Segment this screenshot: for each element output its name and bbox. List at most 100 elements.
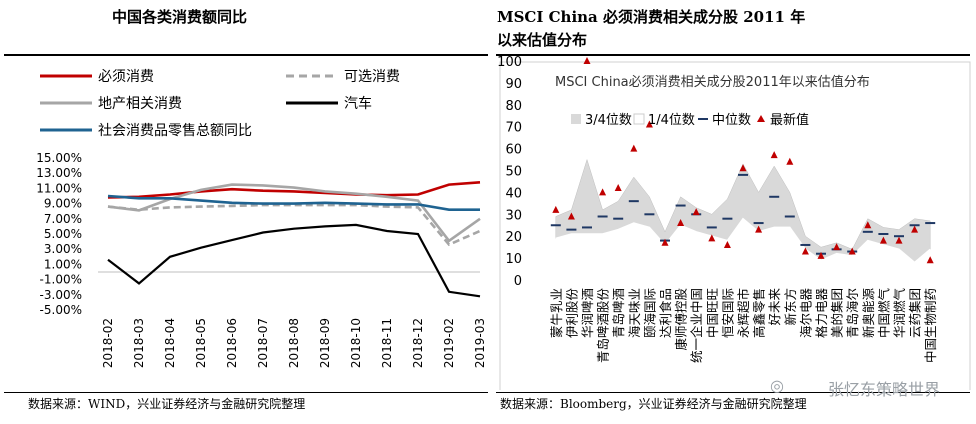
- plot-frame: [499, 61, 971, 390]
- chart-inner-title: MSCI China必须消费相关成分股2011年以来估值分布: [555, 74, 870, 90]
- category-label-22: 华润燃气: [892, 288, 907, 339]
- left-source-note: 数据来源：WIND，兴业证券经济与金融研究院整理: [28, 397, 306, 411]
- category-label-10: 中国旺旺: [705, 288, 720, 338]
- legend-label-2: 地产相关消费: [98, 96, 182, 112]
- latest-value-mark-14: [770, 151, 778, 159]
- right-chart-title-line2: 以来估值分布: [497, 31, 588, 49]
- category-label-23: 云药集团: [908, 288, 923, 338]
- x-tick-label-4: 2018-06: [225, 318, 239, 368]
- latest-value-mark-4: [614, 184, 622, 192]
- category-label-18: 美的集团: [830, 288, 845, 338]
- x-tick-label-12: 2019-03: [473, 318, 487, 368]
- x-tick-label-10: 2018-12: [411, 318, 425, 368]
- y-tick-label-7: 70: [505, 121, 522, 136]
- left-top-rule: [4, 54, 488, 56]
- y-tick-label-6: 60: [505, 143, 522, 158]
- latest-value-mark-13: [755, 225, 763, 233]
- latest-value-mark-9: [692, 208, 700, 216]
- latest-value-mark-6: [645, 120, 653, 128]
- x-tick-label-9: 2018-11: [380, 318, 394, 368]
- category-label-8: 康师傅控股: [674, 288, 689, 351]
- y-tick-label-6: 3.00%: [44, 242, 82, 256]
- y-tick-label-3: 9.00%: [44, 197, 82, 211]
- legend-label-0: 必须消费: [98, 69, 154, 85]
- category-label-5: 海天味业: [627, 288, 642, 338]
- latest-value-mark-3: [599, 188, 607, 196]
- latest-value-mark-1: [567, 212, 575, 220]
- right-bottom-rule: [496, 392, 970, 393]
- y-tick-label-2: 20: [505, 230, 522, 245]
- latest-value-mark-12: [739, 164, 747, 172]
- x-tick-label-2: 2018-04: [163, 318, 177, 368]
- category-label-6: 颐海国际: [642, 288, 657, 338]
- y-tick-label-1: 13.00%: [36, 166, 82, 180]
- latest-value-mark-20: [864, 221, 872, 229]
- legend-swatch-0: [571, 114, 581, 124]
- category-label-15: 新东方: [783, 288, 798, 326]
- legend-label-3: 汽车: [344, 95, 372, 112]
- category-label-24: 中国生物制药: [923, 288, 938, 363]
- category-label-1: 伊利股份: [564, 288, 579, 339]
- y-tick-label-9: -3.00%: [40, 288, 82, 302]
- watermark: 张忆东策略世界: [827, 380, 940, 399]
- category-label-7: 达利食品: [658, 288, 673, 338]
- latest-value-mark-7: [661, 238, 669, 246]
- legend-label-3: 最新值: [770, 112, 809, 128]
- series-line-1: [107, 203, 481, 247]
- latest-value-mark-21: [879, 236, 887, 244]
- category-label-11: 恒安国际: [720, 288, 735, 338]
- latest-value-mark-16: [801, 247, 809, 255]
- y-tick-label-5: 50: [505, 165, 522, 180]
- legend-label-4: 社会消费品零售总额同比: [98, 123, 252, 139]
- latest-value-mark-17: [817, 251, 825, 259]
- category-label-14: 好未来: [767, 288, 782, 326]
- latest-value-mark-11: [723, 240, 731, 248]
- y-tick-label-7: 1.00%: [44, 257, 82, 271]
- category-label-16: 海尔电器: [798, 288, 813, 339]
- y-tick-label-1: 10: [505, 252, 522, 267]
- x-tick-label-5: 2018-07: [256, 318, 270, 368]
- latest-value-mark-18: [833, 243, 841, 251]
- right-top-rule: [496, 54, 970, 56]
- right-source-note: 数据来源：Bloomberg，兴业证券经济与金融研究院整理: [500, 397, 807, 411]
- x-tick-label-7: 2018-09: [318, 318, 332, 368]
- x-tick-label-3: 2018-05: [194, 318, 208, 368]
- series-line-3: [107, 223, 481, 298]
- latest-value-mark-2: [583, 57, 591, 64]
- left-bottom-rule: [4, 392, 488, 393]
- legend-label-1: 可选消费: [344, 69, 400, 85]
- y-tick-label-0: 0: [514, 274, 522, 289]
- legend-swatch-1: [633, 113, 645, 125]
- latest-value-mark-23: [911, 225, 919, 233]
- legend-label-1: 1/4位数: [648, 113, 695, 128]
- x-tick-label-8: 2018-10: [349, 318, 363, 368]
- latest-value-mark-8: [677, 219, 685, 227]
- q1-boundary: [555, 217, 931, 264]
- category-label-17: 格力电器: [814, 288, 829, 339]
- y-tick-label-2: 11.00%: [36, 181, 82, 195]
- y-tick-label-4: 7.00%: [44, 212, 82, 226]
- category-label-12: 永辉超市: [736, 288, 751, 338]
- right-chart-title: MSCI China 必须消费相关成分股 2011 年: [497, 8, 806, 26]
- y-tick-label-9: 90: [505, 77, 522, 92]
- legend-swatch-3: [757, 115, 765, 122]
- latest-value-mark-5: [630, 144, 638, 152]
- y-tick-label-8: -1.00%: [40, 273, 82, 287]
- wechat-icon: ◎: [770, 376, 784, 395]
- category-label-19: 青岛海尔: [845, 288, 860, 338]
- y-tick-label-0: 15.00%: [36, 151, 82, 165]
- latest-value-mark-0: [552, 205, 560, 213]
- category-label-0: 蒙牛乳业: [549, 288, 564, 338]
- y-tick-label-5: 5.00%: [44, 227, 82, 241]
- y-tick-label-10: 100: [497, 55, 522, 70]
- category-label-13: 高鑫零售: [752, 288, 767, 338]
- y-tick-label-8: 80: [505, 99, 522, 114]
- category-label-2: 华润啤酒: [580, 288, 595, 338]
- y-tick-label-10: -5.00%: [40, 303, 82, 317]
- latest-value-mark-10: [708, 234, 716, 242]
- category-label-4: 青岛啤酒: [611, 288, 626, 338]
- x-tick-label-0: 2018-02: [101, 318, 115, 368]
- category-label-3: 青岛啤酒股份: [596, 288, 611, 364]
- category-label-9: 统一企业中国: [689, 288, 704, 363]
